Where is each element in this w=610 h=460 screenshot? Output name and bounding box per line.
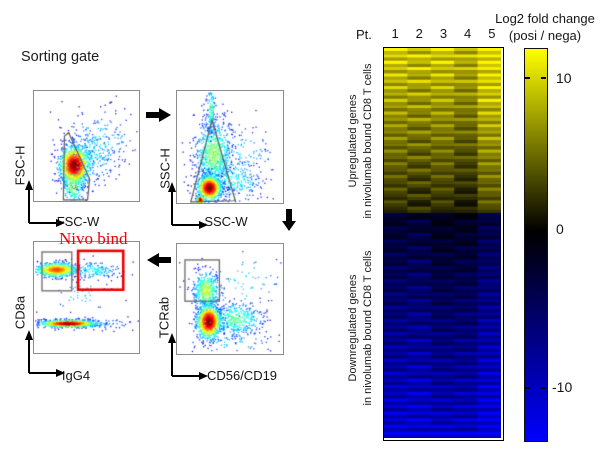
flow-plot-cd8a-igg4 [33, 241, 140, 354]
patient-column-2: 2 [415, 26, 423, 41]
arrow-left-icon [147, 253, 171, 267]
flow-plot-fsc [33, 90, 140, 202]
colorbar-tick-m10-left [525, 387, 530, 389]
downregulated-genes-label: Downregulated genes in nivolumab bound C… [347, 250, 374, 406]
colorbar-tick-10-left [525, 77, 530, 79]
colorbar [524, 48, 548, 442]
arrow-right-icon [146, 108, 171, 122]
colorbar-label-10: 10 [556, 70, 572, 86]
nivo-bind-annotation: Nivo bind [59, 229, 128, 248]
colorbar-tick-m10-right [541, 387, 546, 389]
flow-plot-tcrab-cd56cd19 [176, 243, 284, 355]
cd56cd19-x-axis-label: CD56/CD19 [206, 368, 278, 383]
colorbar-label-0: 0 [556, 221, 564, 237]
cd8a-axis-arrows-icon [25, 330, 65, 377]
igg4-x-axis-label: IgG4 [61, 368, 91, 383]
colorbar-tick-0-left [525, 229, 530, 231]
ssc-scatter-canvas [177, 91, 283, 203]
cd8a-scatter-canvas [34, 242, 139, 353]
patient-column-3: 3 [439, 26, 448, 41]
tcrab-axis-arrows-icon [168, 333, 208, 380]
flow-plot-ssc [176, 90, 284, 204]
patient-column-1: 1 [391, 26, 399, 41]
fsc-axis-arrows-icon [25, 180, 65, 227]
sorting-gate-title: Sorting gate [21, 49, 100, 65]
fsc-x-axis-label: FSC-W [56, 214, 100, 229]
heatmap-canvas [384, 48, 501, 438]
colorbar-label-m10: -10 [552, 379, 573, 395]
ssc-axis-arrows-icon [168, 182, 208, 229]
upregulated-genes-label: Upregulated genes in nivolumab bound CD8… [347, 63, 374, 219]
fsc-scatter-canvas [34, 91, 139, 201]
colorbar-tick-0-right [541, 229, 546, 231]
arrow-down-icon [282, 209, 296, 231]
ssc-x-axis-label: SSC-W [204, 214, 248, 229]
patient-column-labels: 1 2 3 4 5 [383, 26, 504, 41]
patient-column-4: 4 [464, 26, 472, 41]
patient-column-5: 5 [488, 26, 496, 41]
colorbar-tick-10-right [541, 77, 546, 79]
gene-expression-heatmap [383, 47, 504, 441]
patient-header-label: Pt. [356, 27, 372, 42]
tcrab-scatter-canvas [177, 244, 283, 354]
colorbar-title: Log2 fold change (posi / nega) [495, 11, 595, 43]
